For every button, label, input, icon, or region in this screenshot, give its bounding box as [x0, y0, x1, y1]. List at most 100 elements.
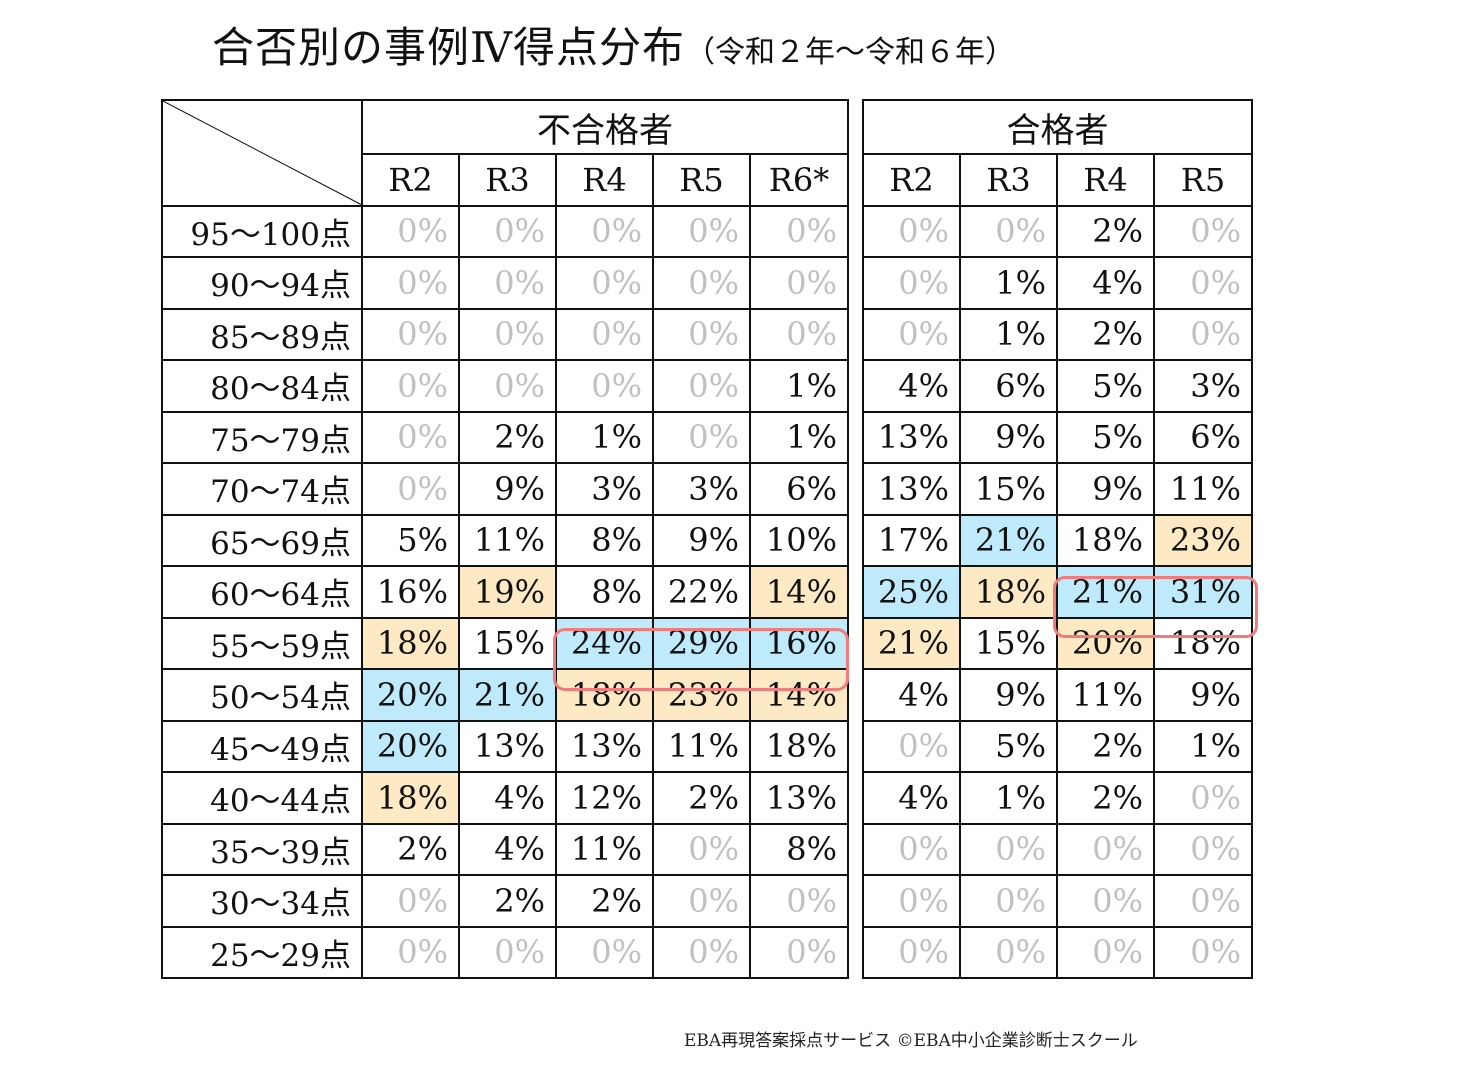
column-header: R4 [1056, 153, 1155, 207]
value-cell: 0% [652, 925, 751, 979]
value-cell: 20% [361, 719, 460, 773]
table-row: 13% 9% 5% 6% [862, 410, 1253, 464]
value-cell: 21% [862, 616, 961, 670]
value-cell: 12% [555, 771, 654, 825]
value-cell: 4% [458, 822, 557, 876]
value-cell: 13% [458, 719, 557, 773]
value-cell: 2% [1056, 307, 1155, 361]
value-cell: 31% [1153, 565, 1253, 619]
column-header: R3 [959, 153, 1058, 207]
value-cell: 18% [959, 565, 1058, 619]
value-cell: 5% [959, 719, 1058, 773]
value-cell: 4% [458, 771, 557, 825]
value-cell: 14% [748, 668, 850, 722]
value-cell: 1% [748, 359, 850, 413]
value-cell: 11% [1056, 668, 1155, 722]
value-cell: 0% [1153, 771, 1253, 825]
table-row: 21% 15% 20% 18% [862, 616, 1253, 670]
table-row: 50〜54点 20% 21% 18% 23% 14% [161, 668, 850, 722]
page-title: 合否別の事例Ⅳ得点分布（令和２年〜令和６年） [212, 14, 1015, 75]
table-row: 0% 5% 2% 1% [862, 719, 1253, 773]
pass-table: 合格者 R2 R3 R4 R5 0% 0% 2% 0% 0% 1% 4% 0% 0% 1% 2% 0% 4% 6% 5… [862, 99, 1253, 979]
row-label: 70〜74点 [161, 462, 363, 516]
value-cell: 6% [1153, 410, 1253, 464]
value-cell: 18% [1153, 616, 1253, 670]
value-cell: 4% [862, 668, 961, 722]
value-cell: 0% [652, 822, 751, 876]
row-label: 60〜64点 [161, 565, 363, 619]
table-row: 60〜64点 16% 19% 8% 22% 14% [161, 565, 850, 619]
value-cell: 9% [1056, 462, 1155, 516]
value-cell: 3% [555, 462, 654, 516]
value-cell: 0% [748, 204, 850, 258]
footer-credit: EBA再現答案採点サービス ©EBA中小企業診断士スクール [684, 1031, 1138, 1051]
value-cell: 4% [1056, 256, 1155, 310]
column-header: R6* [748, 153, 850, 207]
value-cell: 0% [959, 204, 1058, 258]
value-cell: 9% [959, 668, 1058, 722]
value-cell: 13% [862, 462, 961, 516]
value-cell: 0% [959, 822, 1058, 876]
value-cell: 0% [361, 359, 460, 413]
value-cell: 15% [959, 462, 1058, 516]
value-cell: 10% [748, 513, 850, 567]
row-label: 35〜39点 [161, 822, 363, 876]
value-cell: 16% [361, 565, 460, 619]
table-row: 75〜79点 0% 2% 1% 0% 1% [161, 410, 850, 464]
value-cell: 0% [652, 204, 751, 258]
value-cell: 1% [959, 307, 1058, 361]
value-cell: 14% [748, 565, 850, 619]
value-cell: 0% [458, 204, 557, 258]
value-cell: 0% [1056, 822, 1155, 876]
value-cell: 1% [959, 256, 1058, 310]
value-cell: 0% [361, 307, 460, 361]
value-cell: 23% [652, 668, 751, 722]
value-cell: 13% [862, 410, 961, 464]
value-cell: 5% [361, 513, 460, 567]
value-cell: 9% [652, 513, 751, 567]
row-label: 85〜89点 [161, 307, 363, 361]
value-cell: 18% [361, 616, 460, 670]
column-header: R5 [652, 153, 751, 207]
value-cell: 0% [862, 822, 961, 876]
value-cell: 0% [748, 307, 850, 361]
table-row: 55〜59点 18% 15% 24% 29% 16% [161, 616, 850, 670]
row-label: 95〜100点 [161, 204, 363, 258]
value-cell: 13% [748, 771, 850, 825]
table-row: 45〜49点 20% 13% 13% 11% 18% [161, 719, 850, 773]
row-label: 45〜49点 [161, 719, 363, 773]
column-header: R5 [1153, 153, 1253, 207]
value-cell: 0% [1153, 204, 1253, 258]
value-cell: 0% [652, 307, 751, 361]
value-cell: 0% [862, 204, 961, 258]
value-cell: 0% [361, 204, 460, 258]
value-cell: 5% [1056, 410, 1155, 464]
value-cell: 2% [555, 874, 654, 928]
value-cell: 1% [1153, 719, 1253, 773]
value-cell: 20% [361, 668, 460, 722]
value-cell: 0% [361, 874, 460, 928]
table-row: 25% 18% 21% 31% [862, 565, 1253, 619]
value-cell: 4% [862, 771, 961, 825]
row-label: 30〜34点 [161, 874, 363, 928]
column-header: R4 [555, 153, 654, 207]
value-cell: 1% [555, 410, 654, 464]
table-row: 4% 6% 5% 3% [862, 359, 1253, 413]
value-cell: 9% [458, 462, 557, 516]
value-cell: 6% [959, 359, 1058, 413]
table-row: 0% 0% 0% 0% [862, 925, 1253, 979]
value-cell: 0% [361, 925, 460, 979]
row-label: 80〜84点 [161, 359, 363, 413]
value-cell: 0% [1056, 874, 1155, 928]
corner-cell [161, 99, 363, 207]
value-cell: 0% [748, 874, 850, 928]
row-label: 50〜54点 [161, 668, 363, 722]
value-cell: 3% [1153, 359, 1253, 413]
value-cell: 0% [862, 925, 961, 979]
value-cell: 21% [959, 513, 1058, 567]
value-cell: 0% [458, 359, 557, 413]
value-cell: 8% [748, 822, 850, 876]
table-row: 40〜44点 18% 4% 12% 2% 13% [161, 771, 850, 825]
value-cell: 9% [959, 410, 1058, 464]
value-cell: 0% [862, 874, 961, 928]
